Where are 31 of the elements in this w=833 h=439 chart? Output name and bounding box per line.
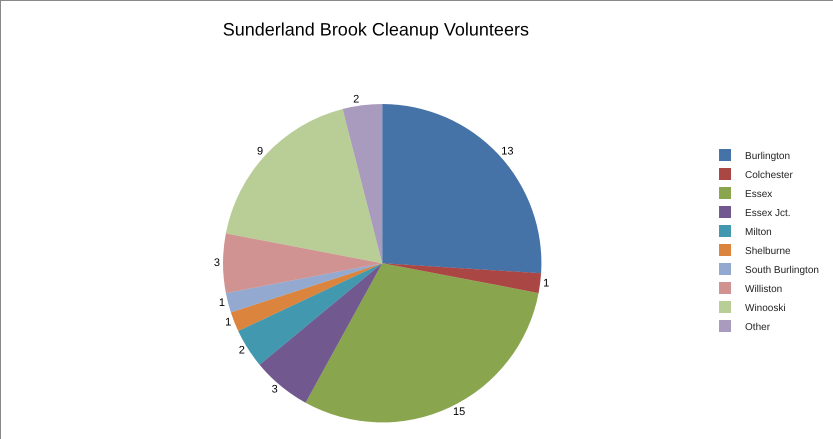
data-label: 13 bbox=[501, 145, 514, 158]
pie-slice bbox=[226, 109, 382, 264]
data-label: 3 bbox=[214, 257, 220, 270]
pie-slice bbox=[382, 263, 542, 294]
data-label: 15 bbox=[452, 406, 466, 418]
legend-label: Colchester bbox=[745, 170, 794, 181]
pie-slice bbox=[306, 263, 539, 422]
pie-slice bbox=[223, 233, 382, 294]
data-label: 3 bbox=[272, 383, 278, 396]
pie-slice bbox=[260, 263, 382, 403]
data-label: 1 bbox=[225, 316, 232, 329]
pie-slice bbox=[342, 104, 382, 264]
legend-label: Essex Jct. bbox=[745, 208, 791, 219]
legend-label: Burlington bbox=[745, 150, 790, 162]
legend-label: Winooski bbox=[745, 302, 786, 314]
legend-label: Williston bbox=[745, 284, 782, 295]
data-label: 9 bbox=[257, 145, 264, 158]
data-label: 2 bbox=[353, 93, 360, 106]
pie-slice bbox=[226, 263, 382, 312]
legend-label: Essex bbox=[745, 188, 772, 200]
legend-label: Milton bbox=[745, 226, 772, 238]
chart-title: Sunderland Brook Cleanup Volunteers bbox=[222, 20, 529, 40]
data-label: 2 bbox=[238, 344, 245, 356]
pie-slice bbox=[382, 104, 542, 274]
pie-slice bbox=[230, 263, 382, 332]
data-label: 1 bbox=[218, 297, 226, 310]
legend-label: Shelburne bbox=[745, 246, 792, 257]
data-label: 1 bbox=[543, 277, 550, 290]
legend-label: South Burlington bbox=[745, 264, 819, 276]
legend-label: Other bbox=[745, 322, 771, 333]
pie-slice bbox=[238, 263, 382, 365]
